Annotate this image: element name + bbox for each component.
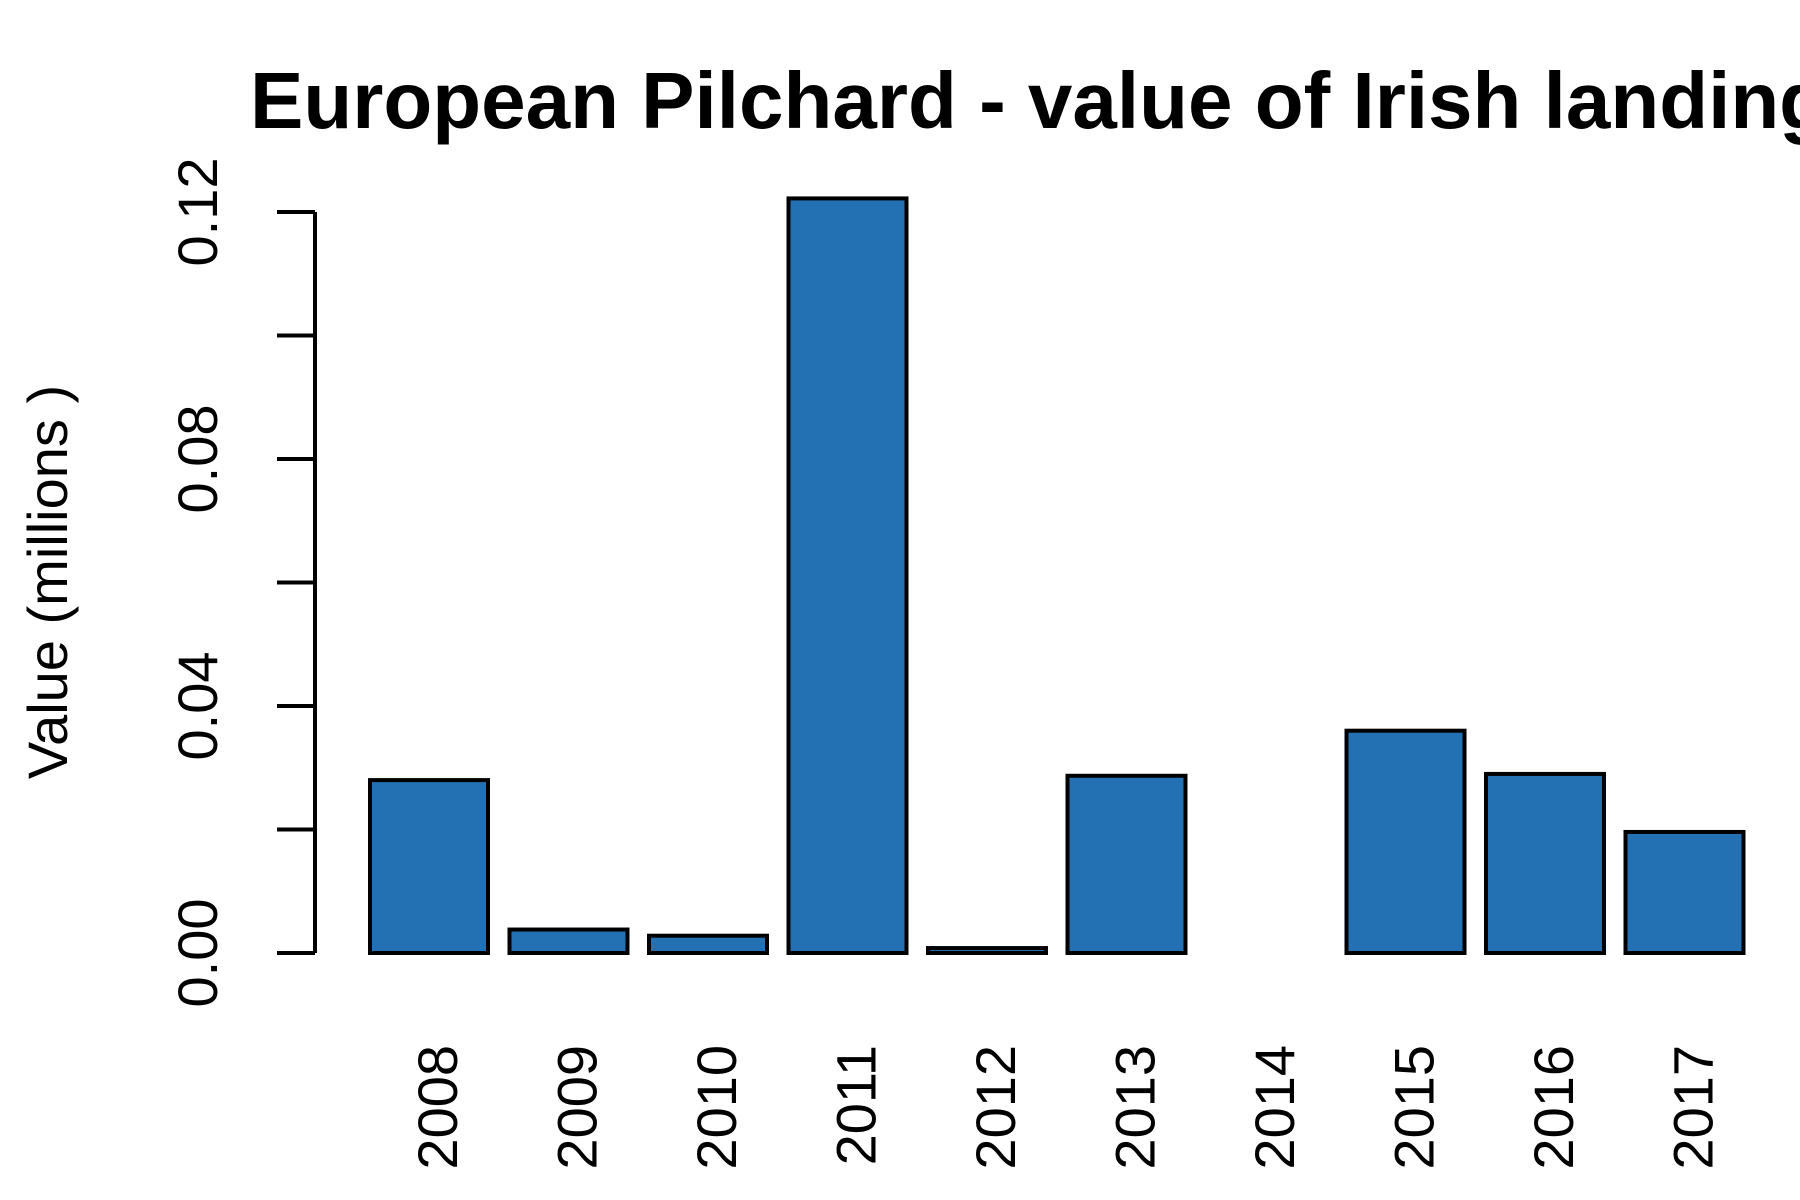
x-tick-label-2012: 2012: [964, 1045, 1027, 1170]
x-tick-label-2013: 2013: [1104, 1045, 1167, 1170]
bar-2011: [786, 196, 909, 956]
y-axis-label: Value (millions ): [16, 385, 79, 779]
chart-title-layer: European Pilchard - value of Irish landi…: [250, 56, 1800, 145]
x-tick-label-2016: 2016: [1522, 1045, 1585, 1170]
bar-2008: [368, 778, 490, 955]
bar-2016: [1484, 771, 1606, 955]
x-tick-label-2017: 2017: [1662, 1045, 1725, 1170]
x-axis-tick-labels: 2008 2009 2010 2011 2012 2013 2014 2015 2016 2017: [406, 1045, 1725, 1170]
y-tick-label: 0.08: [166, 405, 229, 514]
bar-2012: [926, 946, 1048, 955]
bar-2013: [1065, 773, 1188, 956]
bar-2009: [507, 927, 630, 955]
bar-2010: [647, 933, 769, 956]
bars: [368, 196, 1746, 956]
x-tick-label-2009: 2009: [546, 1045, 609, 1170]
y-tick-label: 0.00: [166, 899, 229, 1008]
y-axis-label-layer: Value (millions ): [16, 385, 79, 779]
x-tick-label-2014: 2014: [1243, 1045, 1306, 1170]
x-tick-label-2010: 2010: [685, 1045, 748, 1170]
x-tick-label-2011: 2011: [825, 1045, 888, 1165]
x-tick-label-2015: 2015: [1383, 1045, 1446, 1170]
y-tick-label: 0.04: [166, 652, 229, 761]
x-tick-label-2008: 2008: [406, 1045, 469, 1170]
chart-title: European Pilchard - value of Irish landi…: [250, 56, 1800, 145]
bar-2015: [1344, 728, 1467, 956]
y-tick-label: 0.12: [166, 158, 229, 267]
bar-2017: [1623, 829, 1746, 955]
y-axis: 0.00 0.04 0.08 0.12: [166, 158, 317, 1008]
